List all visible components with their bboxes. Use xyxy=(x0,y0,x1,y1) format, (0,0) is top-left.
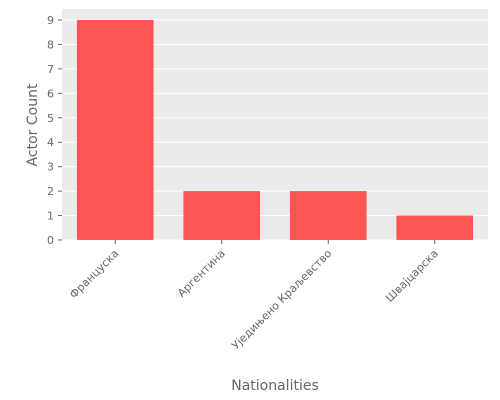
y-axis-title: Actor Count xyxy=(25,83,41,166)
y-tick-label: 1 xyxy=(47,210,54,223)
y-tick-label: 3 xyxy=(47,161,54,174)
y-tick-label: 4 xyxy=(47,136,54,149)
y-tick-label: 0 xyxy=(47,234,54,247)
x-tick-label: Уједињено Краљевство xyxy=(229,247,334,352)
y-tick-label: 5 xyxy=(47,112,54,125)
bar xyxy=(396,215,474,240)
y-tick-label: 8 xyxy=(47,38,54,51)
x-axis-title: Nationalities xyxy=(231,378,319,394)
y-tick-label: 2 xyxy=(47,185,54,198)
bar xyxy=(289,191,367,240)
y-tick-label: 6 xyxy=(47,87,54,100)
x-tick-label: Аргентина xyxy=(175,247,228,300)
x-tick-label: Француска xyxy=(67,247,121,301)
x-axis: Француска Аргентина Уједињено Краљевство Шв… xyxy=(67,240,441,352)
bar xyxy=(76,20,154,240)
y-axis: 0 1 2 3 4 5 6 7 8 9 xyxy=(47,14,62,247)
y-tick-label: 9 xyxy=(47,14,54,27)
bar xyxy=(183,191,261,240)
bars xyxy=(76,20,474,240)
x-tick-label: Швајцарска xyxy=(383,247,441,305)
y-tick-label: 7 xyxy=(47,63,54,76)
